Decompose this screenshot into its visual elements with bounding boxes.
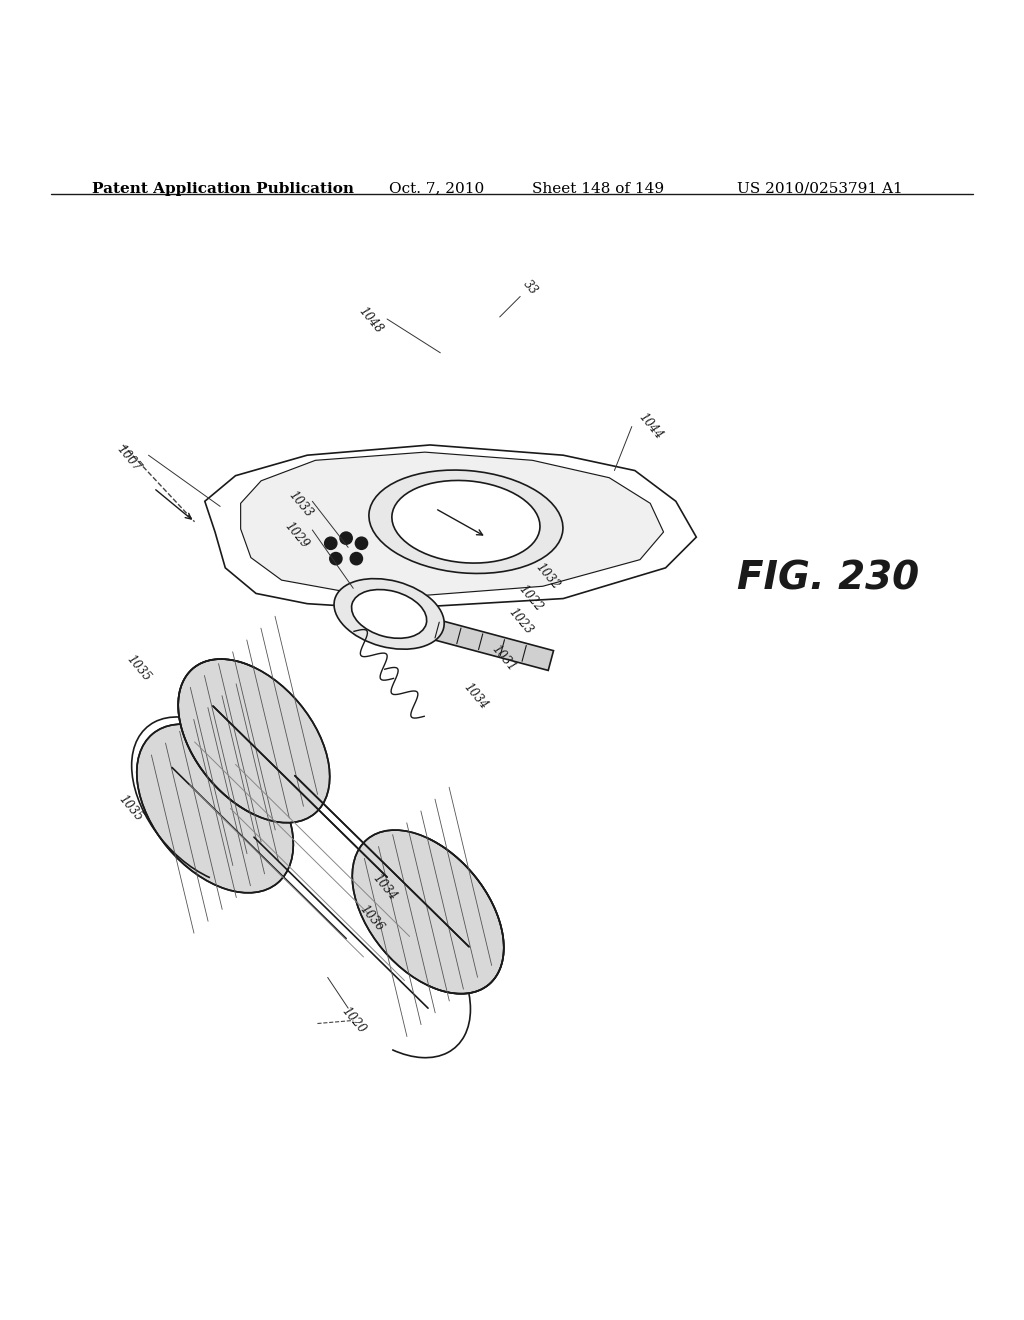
Ellipse shape (369, 470, 563, 573)
Text: 1032: 1032 (534, 561, 562, 591)
Text: 1023: 1023 (506, 606, 535, 636)
Circle shape (330, 553, 342, 565)
Text: 1029: 1029 (283, 519, 311, 550)
Polygon shape (429, 619, 554, 671)
Circle shape (350, 553, 362, 565)
Ellipse shape (178, 659, 330, 822)
Text: 1035: 1035 (124, 652, 153, 684)
Text: 1007: 1007 (114, 442, 142, 474)
Text: 1022: 1022 (516, 583, 545, 614)
Text: 1035: 1035 (116, 793, 144, 824)
Text: 33: 33 (520, 277, 541, 297)
Text: 1034: 1034 (461, 680, 489, 711)
Text: 1020: 1020 (339, 1005, 368, 1036)
Text: 1048: 1048 (356, 305, 385, 335)
Ellipse shape (334, 578, 444, 649)
Polygon shape (205, 445, 696, 609)
Circle shape (355, 537, 368, 549)
Text: 1033: 1033 (286, 488, 314, 520)
Ellipse shape (392, 480, 540, 564)
Circle shape (325, 537, 337, 549)
Text: 1036: 1036 (357, 903, 386, 933)
Text: Oct. 7, 2010: Oct. 7, 2010 (389, 182, 484, 195)
Ellipse shape (352, 830, 504, 994)
Text: 1044: 1044 (636, 411, 665, 442)
Polygon shape (241, 453, 664, 597)
Text: 1031: 1031 (489, 643, 518, 673)
Text: Patent Application Publication: Patent Application Publication (92, 182, 354, 195)
Ellipse shape (351, 590, 427, 639)
Ellipse shape (137, 725, 293, 892)
Text: Sheet 148 of 149: Sheet 148 of 149 (532, 182, 665, 195)
Text: FIG. 230: FIG. 230 (737, 560, 920, 597)
Text: US 2010/0253791 A1: US 2010/0253791 A1 (737, 182, 903, 195)
Circle shape (340, 532, 352, 544)
Text: 1034: 1034 (370, 871, 398, 903)
